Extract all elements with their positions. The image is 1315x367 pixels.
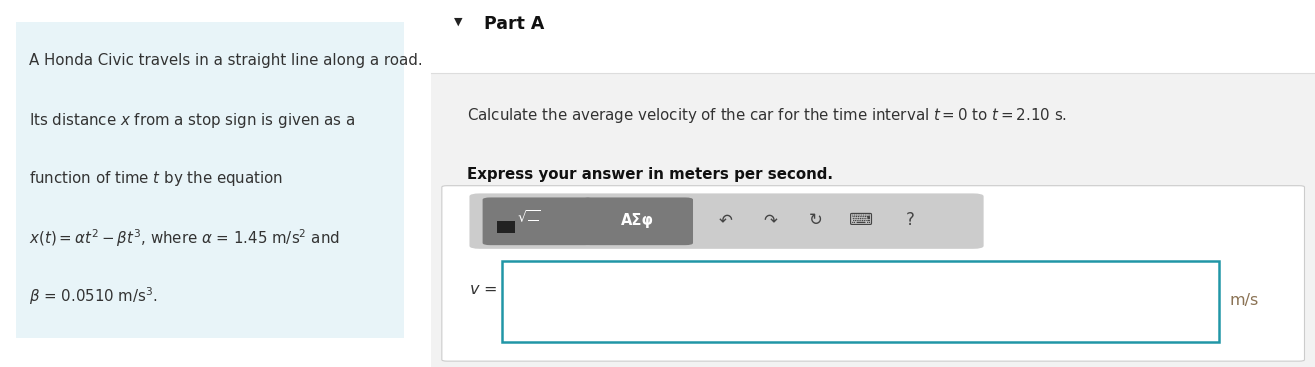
Text: ▼: ▼	[454, 17, 462, 26]
FancyBboxPatch shape	[469, 193, 984, 249]
Text: A Honda Civic travels in a straight line along a road.: A Honda Civic travels in a straight line…	[29, 53, 422, 68]
Text: Part A: Part A	[484, 15, 544, 33]
Text: function of time $t$ by the equation: function of time $t$ by the equation	[29, 169, 283, 188]
Text: m/s: m/s	[1230, 294, 1258, 308]
Text: $x(t) = \alpha t^2 - \beta t^3$, where $\alpha$ = 1.45 m/s$^2$ and: $x(t) = \alpha t^2 - \beta t^3$, where $…	[29, 227, 339, 249]
FancyBboxPatch shape	[431, 0, 1315, 73]
Text: $v$ =: $v$ =	[469, 283, 498, 297]
FancyBboxPatch shape	[442, 186, 1304, 361]
Text: Express your answer in meters per second.: Express your answer in meters per second…	[467, 167, 832, 182]
FancyBboxPatch shape	[431, 0, 1315, 367]
Text: Calculate the average velocity of the car for the time interval $t = 0$ to $t = : Calculate the average velocity of the ca…	[467, 106, 1066, 126]
FancyBboxPatch shape	[16, 22, 404, 338]
Text: AΣφ: AΣφ	[621, 213, 655, 228]
FancyBboxPatch shape	[583, 197, 693, 245]
FancyBboxPatch shape	[483, 197, 593, 245]
Text: $\beta$ = 0.0510 m/s$^3$.: $\beta$ = 0.0510 m/s$^3$.	[29, 285, 158, 307]
Text: ⌨: ⌨	[849, 211, 873, 229]
Text: $\sqrt{\overline{\ \ }}$: $\sqrt{\overline{\ \ }}$	[517, 210, 540, 226]
Text: ↻: ↻	[809, 211, 822, 229]
Text: Its distance $x$ from a stop sign is given as a: Its distance $x$ from a stop sign is giv…	[29, 111, 355, 130]
Text: ?: ?	[906, 211, 914, 229]
Text: ↷: ↷	[764, 211, 777, 229]
FancyBboxPatch shape	[502, 261, 1219, 342]
FancyBboxPatch shape	[497, 221, 515, 233]
Text: ↶: ↶	[719, 211, 732, 229]
